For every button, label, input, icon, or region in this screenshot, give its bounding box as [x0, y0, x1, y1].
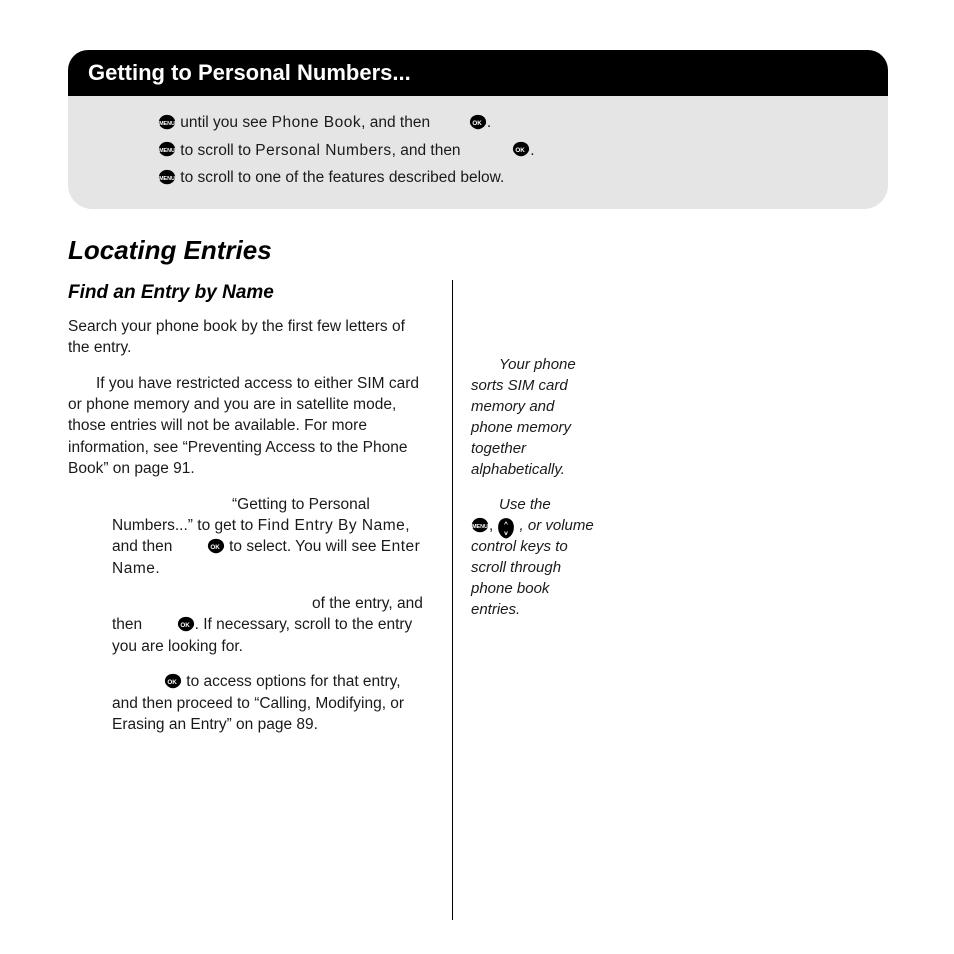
- lcd-text: Find Entry By Name: [258, 517, 406, 534]
- svg-text:^: ^: [504, 520, 508, 528]
- menu-icon: MENU: [158, 141, 176, 157]
- body-paragraph: of the entry, and then OK . If necessary…: [68, 593, 430, 657]
- ok-icon: OK: [177, 616, 195, 632]
- ok-icon: OK: [207, 538, 225, 554]
- body-text: to access options for that entry, and th…: [112, 673, 404, 733]
- svg-text:OK: OK: [167, 679, 177, 686]
- svg-text:v: v: [504, 530, 508, 537]
- body-paragraph: “Getting to Personal Numbers...” to get …: [68, 494, 430, 580]
- body-paragraph: Search your phone book by the first few …: [68, 316, 430, 359]
- body-text: to select. You will see: [225, 538, 381, 555]
- svg-text:MENU: MENU: [159, 148, 175, 154]
- svg-text:OK: OK: [472, 120, 482, 127]
- step-row: MENU to scroll to Personal Numbers, and …: [158, 138, 868, 164]
- tip-paragraph: Use the MENU , ^v , or volume control ke…: [471, 494, 597, 620]
- tip-column: Your phone sorts SIM card memory and pho…: [457, 280, 597, 920]
- menu-icon: MENU: [471, 517, 489, 533]
- ok-icon: OK: [512, 141, 530, 157]
- body-paragraph: If you have restricted access to either …: [68, 373, 430, 480]
- section-header-bar: Getting to Personal Numbers...: [68, 50, 888, 96]
- lcd-text: Personal Numbers: [255, 142, 391, 159]
- tip-text: ,: [489, 517, 497, 534]
- body-paragraph: OK to access options for that entry, and…: [68, 671, 430, 735]
- step-text: to scroll to: [176, 142, 255, 159]
- menu-icon: MENU: [158, 114, 176, 130]
- step-text: until you see: [176, 114, 272, 131]
- step-text: .: [487, 114, 491, 131]
- menu-icon: MENU: [158, 169, 176, 185]
- two-column-layout: Find an Entry by Name Search your phone …: [68, 280, 888, 920]
- ok-icon: OK: [469, 114, 487, 130]
- subheading: Find an Entry by Name: [68, 280, 430, 306]
- svg-text:MENU: MENU: [159, 121, 175, 127]
- step-text: , and then: [361, 114, 434, 131]
- navigation-steps-box: MENU until you see Phone Book, and then …: [68, 96, 888, 209]
- tip-paragraph: Your phone sorts SIM card memory and pho…: [471, 354, 597, 480]
- manual-page: Getting to Personal Numbers... MENU unti…: [68, 50, 888, 920]
- step-text: to scroll to one of the features describ…: [176, 169, 504, 186]
- section-title: Locating Entries: [68, 235, 888, 266]
- column-divider: [452, 280, 453, 920]
- svg-text:OK: OK: [516, 147, 526, 154]
- volume-updown-icon: ^v: [497, 517, 515, 533]
- svg-text:OK: OK: [210, 544, 220, 551]
- svg-text:MENU: MENU: [159, 176, 175, 182]
- step-text: .: [530, 142, 534, 159]
- svg-text:OK: OK: [180, 622, 190, 629]
- body-text: . If necessary, scroll to the entry you …: [112, 616, 412, 654]
- step-row: MENU until you see Phone Book, and then …: [158, 110, 868, 136]
- tip-text: Use the: [499, 496, 551, 513]
- section-header-title: Getting to Personal Numbers...: [88, 60, 411, 85]
- svg-text:MENU: MENU: [472, 524, 488, 530]
- body-text: .: [155, 560, 159, 577]
- ok-icon: OK: [164, 673, 182, 689]
- main-column: Find an Entry by Name Search your phone …: [68, 280, 448, 920]
- lcd-text: Phone Book: [272, 114, 361, 131]
- step-text: , and then: [392, 142, 465, 159]
- step-row: MENU to scroll to one of the features de…: [158, 165, 868, 191]
